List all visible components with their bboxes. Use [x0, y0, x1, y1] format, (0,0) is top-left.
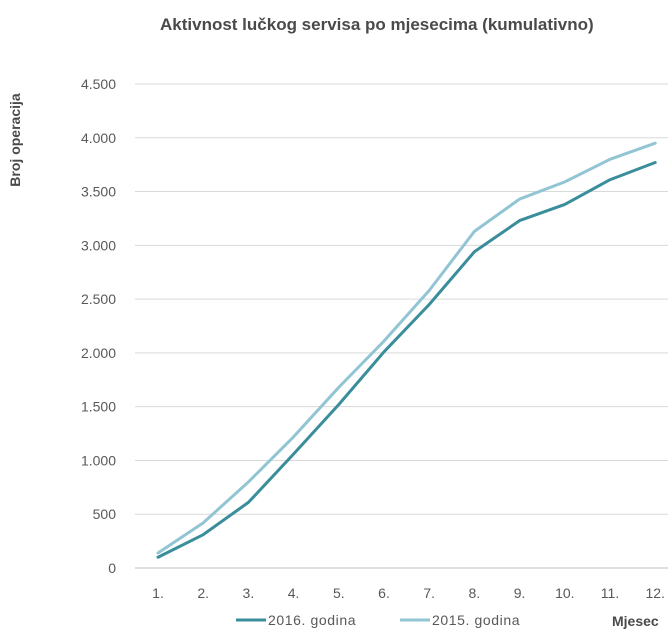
x-tick-label: 5. [333, 585, 345, 601]
gridlines [135, 83, 668, 569]
x-tick-label: 3. [243, 585, 255, 601]
y-tick-label: 2.500 [81, 291, 116, 307]
y-tick-label: 1.000 [81, 452, 116, 468]
y-axis-title: Broj operacija [7, 93, 23, 187]
x-tick-label: 4. [288, 585, 300, 601]
x-axis-ticks: 1. 2. 3. 4. 5. 6. 7. 8. 9. 10. 11. 12. [152, 585, 665, 601]
x-tick-label: 12. [645, 585, 664, 601]
legend-label: 2015. godina [432, 612, 520, 628]
y-tick-label: 4.500 [81, 76, 116, 92]
x-tick-label: 10. [555, 585, 574, 601]
y-tick-label: 4.000 [81, 130, 116, 146]
x-tick-label: 8. [469, 585, 481, 601]
x-tick-label: 7. [423, 585, 435, 601]
x-tick-label: 9. [514, 585, 526, 601]
x-tick-label: 1. [152, 585, 164, 601]
legend-label: 2016. godina [268, 612, 356, 628]
x-tick-label: 2. [197, 585, 209, 601]
series-line [156, 161, 657, 559]
x-axis-title: Mjesec [612, 613, 659, 629]
y-tick-label: 500 [93, 506, 117, 522]
series-lines [156, 141, 657, 559]
y-tick-label: 0 [108, 560, 116, 576]
x-tick-label: 6. [378, 585, 390, 601]
y-axis-ticks: 0 500 1.000 1.500 2.000 2.500 3.000 3.500 4.000 4… [81, 76, 116, 576]
series-line [156, 141, 657, 555]
chart-title: Aktivnost lučkog servisa po mjesecima (k… [160, 15, 594, 34]
y-tick-label: 3.500 [81, 184, 116, 200]
x-tick-label: 11. [601, 585, 619, 601]
y-tick-label: 3.000 [81, 237, 116, 253]
y-tick-label: 2.000 [81, 345, 116, 361]
y-tick-label: 1.500 [81, 399, 116, 415]
legend: 2016. godina 2015. godina [236, 612, 520, 628]
